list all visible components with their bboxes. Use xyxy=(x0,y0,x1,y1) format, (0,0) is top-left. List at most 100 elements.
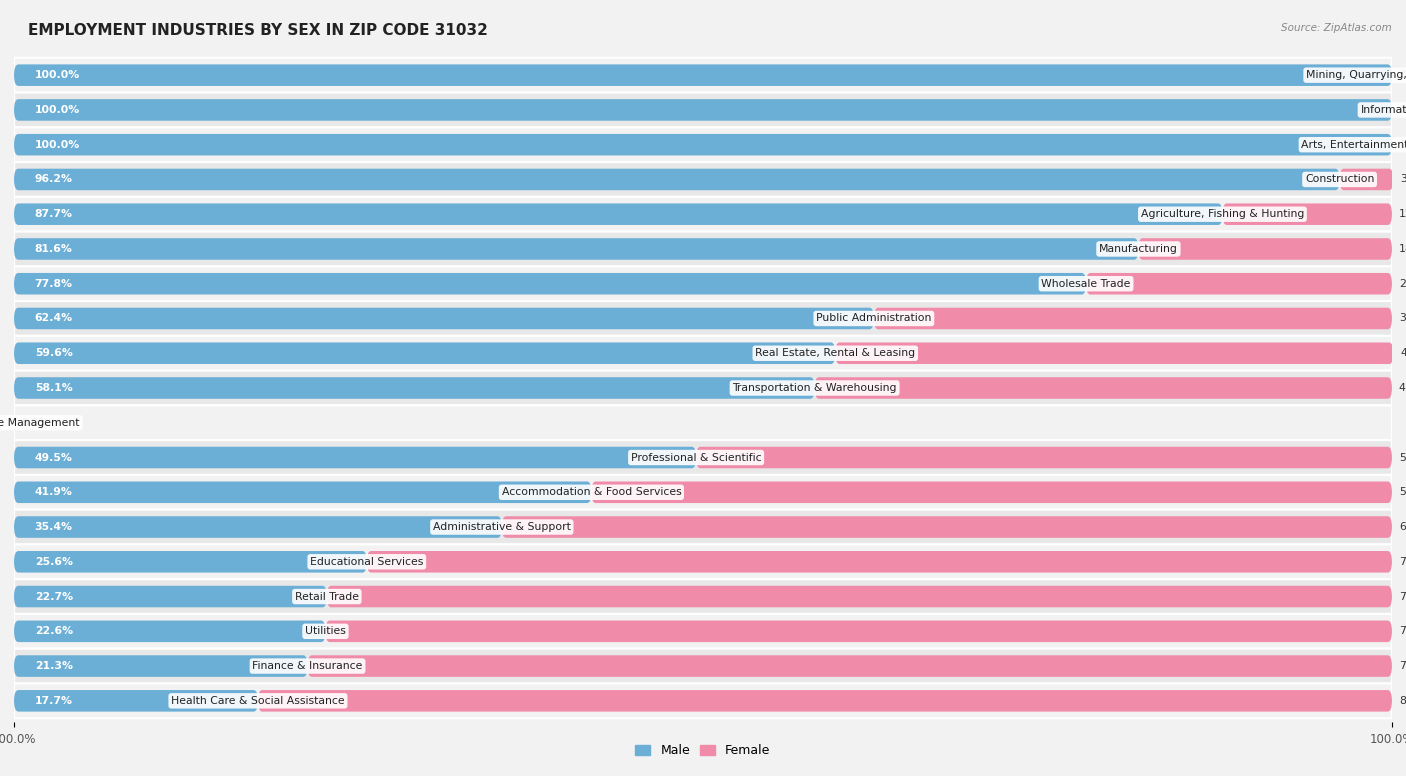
FancyBboxPatch shape xyxy=(835,342,1393,364)
FancyBboxPatch shape xyxy=(14,621,325,642)
FancyBboxPatch shape xyxy=(14,649,1392,684)
Text: Information: Information xyxy=(1361,105,1406,115)
FancyBboxPatch shape xyxy=(14,586,326,608)
FancyBboxPatch shape xyxy=(14,614,1392,649)
Text: 74.4%: 74.4% xyxy=(1399,557,1406,566)
FancyBboxPatch shape xyxy=(14,308,875,329)
Text: 25.6%: 25.6% xyxy=(35,557,73,566)
FancyBboxPatch shape xyxy=(14,655,308,677)
Text: Source: ZipAtlas.com: Source: ZipAtlas.com xyxy=(1281,23,1392,33)
Text: 82.3%: 82.3% xyxy=(1399,696,1406,706)
Text: 37.6%: 37.6% xyxy=(1399,314,1406,324)
FancyBboxPatch shape xyxy=(14,127,1392,162)
Text: Health Care & Social Assistance: Health Care & Social Assistance xyxy=(172,696,344,706)
FancyBboxPatch shape xyxy=(14,690,257,712)
Text: 0.0%: 0.0% xyxy=(1399,70,1406,80)
FancyBboxPatch shape xyxy=(696,447,1392,468)
Text: 78.7%: 78.7% xyxy=(1399,661,1406,671)
FancyBboxPatch shape xyxy=(325,621,1392,642)
FancyBboxPatch shape xyxy=(502,516,1392,538)
Text: 96.2%: 96.2% xyxy=(35,175,73,185)
FancyBboxPatch shape xyxy=(14,481,592,503)
FancyBboxPatch shape xyxy=(14,475,1392,510)
Text: 41.9%: 41.9% xyxy=(1399,383,1406,393)
Text: 100.0%: 100.0% xyxy=(35,140,80,150)
FancyBboxPatch shape xyxy=(14,684,1392,719)
FancyBboxPatch shape xyxy=(592,481,1392,503)
FancyBboxPatch shape xyxy=(14,162,1392,197)
FancyBboxPatch shape xyxy=(14,336,1392,371)
Text: Educational Services: Educational Services xyxy=(311,557,423,566)
FancyBboxPatch shape xyxy=(367,551,1392,573)
FancyBboxPatch shape xyxy=(14,551,367,573)
Text: 100.0%: 100.0% xyxy=(35,70,80,80)
Text: 17.7%: 17.7% xyxy=(35,696,73,706)
Text: Arts, Entertainment & Recreation: Arts, Entertainment & Recreation xyxy=(1302,140,1406,150)
Text: 21.3%: 21.3% xyxy=(35,661,73,671)
FancyBboxPatch shape xyxy=(14,99,1392,121)
Text: Mining, Quarrying, & Extraction: Mining, Quarrying, & Extraction xyxy=(1306,70,1406,80)
FancyBboxPatch shape xyxy=(14,134,1392,155)
Text: Utilities: Utilities xyxy=(305,626,346,636)
FancyBboxPatch shape xyxy=(14,579,1392,614)
FancyBboxPatch shape xyxy=(14,266,1392,301)
Text: 3.9%: 3.9% xyxy=(1400,175,1406,185)
Text: 40.5%: 40.5% xyxy=(1400,348,1406,359)
FancyBboxPatch shape xyxy=(14,371,1392,405)
Text: 22.2%: 22.2% xyxy=(1399,279,1406,289)
FancyBboxPatch shape xyxy=(14,92,1392,127)
Text: 77.3%: 77.3% xyxy=(1399,591,1406,601)
FancyBboxPatch shape xyxy=(1085,273,1392,295)
Text: 87.7%: 87.7% xyxy=(35,210,73,219)
Text: 58.1%: 58.1% xyxy=(1399,487,1406,497)
Text: Public Administration: Public Administration xyxy=(815,314,932,324)
FancyBboxPatch shape xyxy=(14,516,502,538)
FancyBboxPatch shape xyxy=(875,308,1392,329)
FancyBboxPatch shape xyxy=(326,586,1392,608)
Text: 0.0%: 0.0% xyxy=(21,417,49,428)
Text: Finance & Insurance: Finance & Insurance xyxy=(252,661,363,671)
Legend: Male, Female: Male, Female xyxy=(630,740,776,762)
Text: 59.6%: 59.6% xyxy=(35,348,73,359)
Text: Manufacturing: Manufacturing xyxy=(1099,244,1178,254)
FancyBboxPatch shape xyxy=(14,510,1392,545)
Text: 77.8%: 77.8% xyxy=(35,279,73,289)
Text: 0.0%: 0.0% xyxy=(1399,105,1406,115)
Text: Agriculture, Fishing & Hunting: Agriculture, Fishing & Hunting xyxy=(1140,210,1305,219)
FancyBboxPatch shape xyxy=(814,377,1392,399)
Text: Construction: Construction xyxy=(1305,175,1374,185)
FancyBboxPatch shape xyxy=(1340,168,1393,190)
Text: Professional & Scientific: Professional & Scientific xyxy=(631,452,762,462)
Text: Real Estate, Rental & Leasing: Real Estate, Rental & Leasing xyxy=(755,348,915,359)
Text: Enterprise Management: Enterprise Management xyxy=(0,417,80,428)
FancyBboxPatch shape xyxy=(14,57,1392,92)
FancyBboxPatch shape xyxy=(308,655,1392,677)
FancyBboxPatch shape xyxy=(1139,238,1392,260)
FancyBboxPatch shape xyxy=(14,238,1139,260)
FancyBboxPatch shape xyxy=(14,168,1340,190)
Text: EMPLOYMENT INDUSTRIES BY SEX IN ZIP CODE 31032: EMPLOYMENT INDUSTRIES BY SEX IN ZIP CODE… xyxy=(28,23,488,38)
Text: Retail Trade: Retail Trade xyxy=(295,591,359,601)
FancyBboxPatch shape xyxy=(14,203,1222,225)
Text: 22.6%: 22.6% xyxy=(35,626,73,636)
FancyBboxPatch shape xyxy=(14,197,1392,231)
Text: Transportation & Warehousing: Transportation & Warehousing xyxy=(733,383,897,393)
Text: 81.6%: 81.6% xyxy=(35,244,73,254)
FancyBboxPatch shape xyxy=(14,545,1392,579)
FancyBboxPatch shape xyxy=(14,447,696,468)
FancyBboxPatch shape xyxy=(14,405,1392,440)
Text: 35.4%: 35.4% xyxy=(35,522,73,532)
FancyBboxPatch shape xyxy=(14,64,1392,86)
Text: Administrative & Support: Administrative & Support xyxy=(433,522,571,532)
Text: 0.0%: 0.0% xyxy=(21,417,49,428)
Text: 41.9%: 41.9% xyxy=(35,487,73,497)
Text: 0.0%: 0.0% xyxy=(1399,140,1406,150)
FancyBboxPatch shape xyxy=(14,231,1392,266)
FancyBboxPatch shape xyxy=(14,342,835,364)
Text: 58.1%: 58.1% xyxy=(35,383,73,393)
Text: 77.4%: 77.4% xyxy=(1399,626,1406,636)
Text: 62.4%: 62.4% xyxy=(35,314,73,324)
Text: 100.0%: 100.0% xyxy=(35,105,80,115)
Text: 22.7%: 22.7% xyxy=(35,591,73,601)
FancyBboxPatch shape xyxy=(257,690,1392,712)
